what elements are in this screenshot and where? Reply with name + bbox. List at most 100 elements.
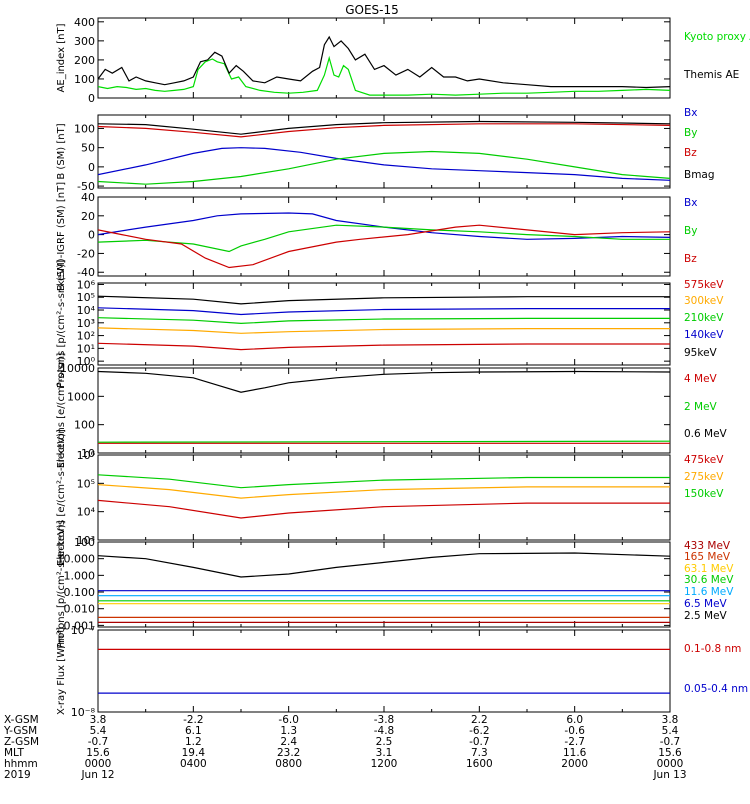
y-tick-label: 100 [74, 73, 95, 86]
y-tick-label: 10⁴ [77, 304, 96, 317]
y-tick-label: 0.001 [64, 619, 96, 632]
legend-entry: 0.1-0.8 nm [684, 643, 741, 655]
series-line-2 [98, 440, 670, 443]
x-axis-value: 1.3 [280, 725, 297, 737]
y-tick-label: 0 [88, 92, 95, 105]
y-tick-label: 10⁶ [77, 278, 96, 291]
x-axis-row-label: Y-GSM [3, 725, 37, 737]
x-axis-value: 6.1 [185, 725, 202, 737]
legend-entry: Bmag [684, 169, 715, 181]
legend-entry: Bz [684, 147, 697, 159]
series-line-1 [98, 212, 670, 240]
x-axis-value: 3.8 [662, 714, 679, 726]
x-axis-value: -4.8 [374, 725, 395, 737]
y-tick-label: 10¹ [77, 342, 95, 355]
x-axis-value: 3.8 [90, 714, 107, 726]
y-tick-label: 10.000 [57, 553, 96, 566]
legend-entry: 4 MeV [684, 373, 718, 385]
legend-entry: By [684, 127, 697, 139]
x-axis-value: 1200 [371, 758, 398, 770]
series-line-2 [98, 224, 670, 253]
legend-entry: 140keV [684, 329, 724, 341]
x-axis-value: -6.0 [278, 714, 299, 726]
legend-entry: 63.1 MeV [684, 563, 734, 575]
x-axis-value: -0.6 [564, 725, 585, 737]
x-axis-value: -0.7 [469, 736, 490, 748]
series-line-3 [98, 224, 670, 269]
x-axis-value: -3.8 [374, 714, 395, 726]
y-tick-label: 10³ [77, 534, 95, 547]
panel-frame [97, 454, 671, 541]
y-tick-label: 40 [81, 191, 95, 204]
legend-entry: 433 MeV [684, 540, 731, 552]
x-axis-value: 19.4 [182, 747, 206, 759]
y-tick-label: 100 [74, 122, 95, 135]
y-tick-label: 10⁴ [77, 506, 96, 519]
x-axis-value: 5.4 [662, 725, 679, 737]
x-axis-value: Jun 13 [652, 769, 686, 781]
panel-6: 10³ 10⁴ 10⁵ 10⁶ Electrons [e/(cm²-s-sr-keV)]… [56, 429, 724, 566]
series-line-1 [98, 342, 670, 351]
series-line-3 [98, 317, 670, 325]
legend-entry: 11.6 MeV [684, 586, 734, 598]
y-axis-label: X-ray Flux [W/m²] [56, 627, 67, 715]
x-axis-value: 5.4 [90, 725, 107, 737]
x-axis-value: 0400 [180, 758, 207, 770]
legend-entry: Themis AE [683, 69, 739, 81]
y-tick-label: 400 [74, 16, 95, 29]
y-tick-label: -40 [77, 266, 95, 279]
x-axis-value: -2.7 [564, 736, 585, 748]
series-line-4 [98, 120, 670, 135]
y-tick-label: 1.000 [64, 569, 96, 582]
y-tick-label: 0.010 [64, 603, 96, 616]
y-axis-label: B (SM)-IGRF (SM) [nT] [56, 182, 67, 291]
plot-title: GOES-15 [345, 3, 399, 17]
series-line-2 [98, 35, 670, 89]
legend-entry: 475keV [684, 454, 724, 466]
x-axis-value: -6.2 [469, 725, 490, 737]
series-line-3 [98, 370, 670, 393]
y-tick-label: 50 [81, 142, 95, 155]
series-line-3 [98, 474, 670, 489]
x-axis-value: 1.2 [185, 736, 202, 748]
y-tick-label: 10⁶ [77, 449, 96, 462]
y-axis-label: Protons [p/(cm²-s-sr-keV)] [56, 520, 67, 648]
series-line-1 [98, 147, 670, 181]
legend-entry: 0.05-0.4 nm [684, 683, 748, 695]
y-axis-label: Electrons [e/(cm²-s-sr-keV)] [56, 429, 67, 566]
legend-entry: By [684, 225, 697, 237]
legend-entry: 150keV [684, 488, 724, 500]
legend-entry: 2.5 MeV [684, 610, 728, 622]
series-line-2 [98, 327, 670, 334]
panel-8: 10⁻⁸ 10⁻⁷ X-ray Flux [W/m²] 0.1-0.8 nm 0.05-… [56, 624, 748, 719]
legend-entry: Bx [684, 197, 697, 209]
y-tick-label: 100 [74, 536, 95, 549]
legend-entry: 6.5 MeV [684, 598, 728, 610]
y-tick-label: -50 [77, 180, 95, 193]
y-tick-label: 10⁻⁸ [71, 706, 96, 719]
x-axis-row-label: MLT [4, 747, 24, 759]
x-axis-value: -2.2 [183, 714, 204, 726]
panel-frame [97, 282, 671, 366]
legend-entry: 210keV [684, 312, 724, 324]
y-tick-label: 200 [74, 54, 95, 67]
y-tick-label: 10⁵ [77, 291, 95, 304]
legend-entry: 30.6 MeV [684, 574, 734, 586]
legend-entry: 575keV [684, 279, 724, 291]
y-tick-label: 10⁵ [77, 477, 95, 490]
y-axis-label: Electrons [e/(cm²-s-sr)] [56, 353, 67, 469]
series-line-3 [98, 123, 670, 138]
x-axis-value: Jun 12 [80, 769, 114, 781]
series-line-1 [98, 499, 670, 519]
x-axis-row-label: X-GSM [4, 714, 39, 726]
panel-7: 0.001 0.010 0.100 1.000 10.000 100 Protons [p/… [56, 520, 734, 648]
y-tick-label: 10⁰ [77, 355, 96, 368]
legend-entry: 275keV [684, 471, 724, 483]
y-tick-label: 1000 [67, 390, 95, 403]
x-axis-value: 0800 [275, 758, 302, 770]
y-tick-label: 20 [81, 210, 95, 223]
y-tick-label: 300 [74, 35, 95, 48]
x-axis-value: 11.6 [563, 747, 587, 759]
